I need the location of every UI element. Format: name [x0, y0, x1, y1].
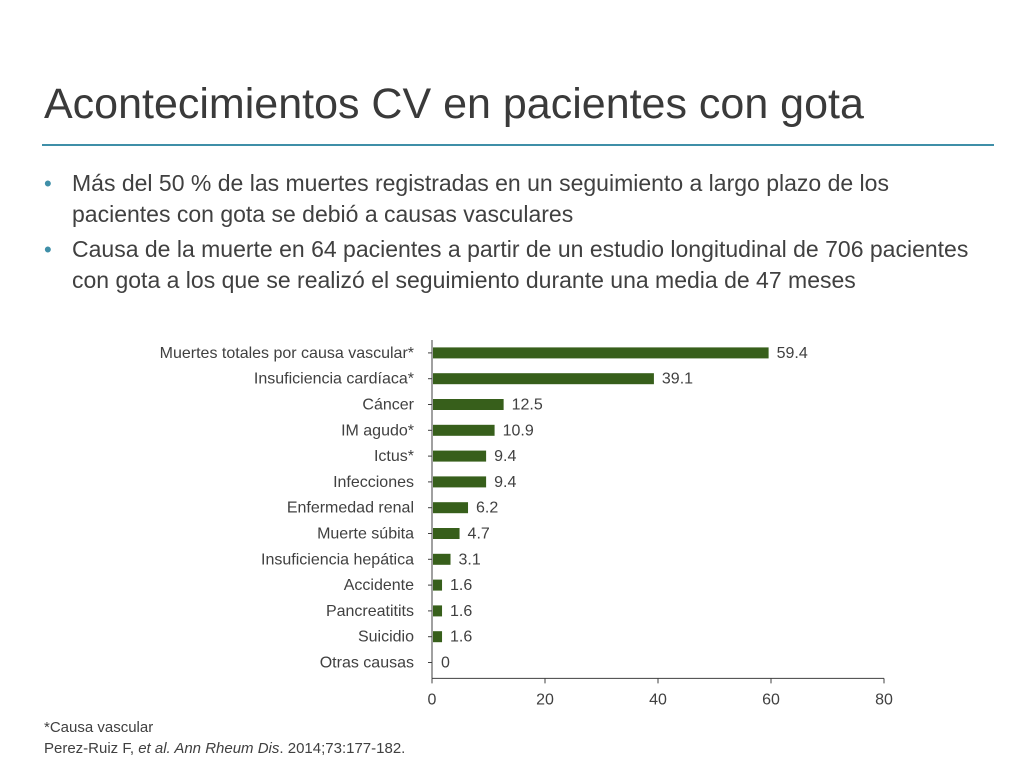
bar	[433, 528, 460, 539]
bullet-text: Causa de la muerte en 64 pacientes a par…	[72, 236, 969, 293]
x-tick-label: 20	[536, 691, 554, 708]
bar	[433, 476, 487, 488]
title-divider	[42, 144, 994, 146]
bar	[433, 553, 451, 565]
bar	[433, 373, 654, 385]
x-tick-label: 80	[875, 691, 893, 708]
category-label: Insuficiencia hepática	[261, 551, 414, 568]
x-tick-label: 60	[762, 691, 780, 708]
bar	[433, 502, 469, 514]
category-label: Ictus*	[374, 448, 414, 465]
category-label: Muerte súbita	[317, 526, 414, 543]
value-label: 1.6	[450, 603, 472, 620]
category-label: Cáncer	[362, 397, 414, 414]
value-label: 1.6	[450, 577, 472, 594]
category-label: Pancreatitits	[326, 603, 414, 620]
value-label: 39.1	[662, 371, 693, 388]
value-label: 6.2	[476, 500, 498, 517]
reference: Perez-Ruiz F, et al. Ann Rheum Dis. 2014…	[44, 740, 405, 757]
reference-citation: . 2014;73:177-182.	[279, 740, 406, 757]
bar	[433, 605, 443, 617]
bar	[433, 424, 495, 436]
bar-chart: Muertes totales por causa vascular* 59.4 I…	[160, 340, 893, 708]
x-tick-label: 0	[428, 691, 437, 708]
value-label: 9.4	[494, 474, 516, 491]
value-label: 10.9	[503, 422, 534, 439]
value-label: 59.4	[777, 345, 808, 362]
bullet-item: • Más del 50 % de las muertes registrada…	[44, 168, 984, 230]
category-label: IM agudo*	[341, 422, 414, 439]
category-label: Infecciones	[333, 474, 414, 491]
reference-authors: Perez-Ruiz F,	[44, 740, 135, 757]
bar	[433, 399, 504, 410]
reference-journal: et al. Ann Rheum Dis	[138, 740, 280, 757]
value-label: 9.4	[494, 448, 516, 465]
category-label: Suicidio	[358, 629, 414, 646]
value-label: 3.1	[459, 551, 481, 568]
x-tick-label: 40	[649, 691, 667, 708]
category-label: Enfermedad renal	[287, 500, 414, 517]
bullet-item: • Causa de la muerte en 64 pacientes a p…	[44, 234, 984, 296]
bar	[433, 347, 769, 359]
bullet-text: Más del 50 % de las muertes registradas …	[72, 170, 889, 227]
bullet-dot-icon: •	[44, 171, 52, 196]
category-label: Accidente	[344, 577, 414, 594]
bar	[433, 579, 443, 591]
footnote: *Causa vascular	[44, 719, 154, 736]
slide-title: Acontecimientos CV en pacientes con gota	[44, 80, 864, 128]
value-label: 0	[441, 655, 450, 672]
bar	[433, 631, 443, 643]
category-label: Otras causas	[320, 655, 414, 672]
category-label: Muertes totales por causa vascular*	[160, 345, 414, 362]
bar	[433, 450, 487, 462]
category-label: Insuficiencia cardíaca*	[254, 371, 414, 388]
value-label: 12.5	[512, 397, 543, 414]
bullet-dot-icon: •	[44, 237, 52, 262]
bullet-list: • Más del 50 % de las muertes registrada…	[44, 168, 984, 300]
value-label: 4.7	[468, 526, 490, 543]
value-label: 1.6	[450, 629, 472, 646]
